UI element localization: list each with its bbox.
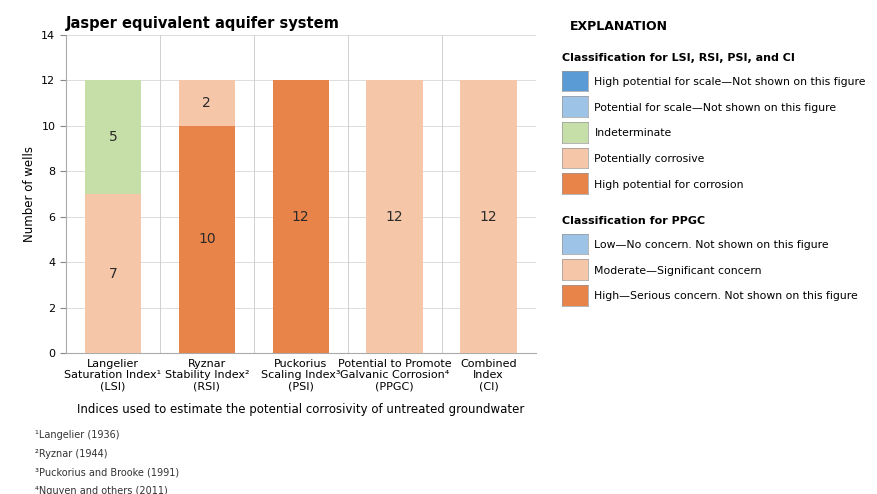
Text: 12: 12	[385, 209, 403, 224]
Text: Classification for LSI, RSI, PSI, and CI: Classification for LSI, RSI, PSI, and CI	[561, 53, 794, 63]
Text: Jasper equivalent aquifer system: Jasper equivalent aquifer system	[66, 16, 339, 31]
Text: 5: 5	[109, 130, 117, 144]
X-axis label: Indices used to estimate the potential corrosivity of untreated groundwater: Indices used to estimate the potential c…	[77, 403, 524, 416]
Text: Potential for scale—Not shown on this figure: Potential for scale—Not shown on this fi…	[594, 103, 836, 113]
Text: Classification for PPGC: Classification for PPGC	[561, 216, 704, 226]
Text: 2: 2	[203, 96, 210, 110]
Bar	[84, 194, 141, 353]
Text: Potentially corrosive: Potentially corrosive	[594, 154, 704, 164]
Text: 12: 12	[291, 209, 310, 224]
Text: 12: 12	[479, 209, 497, 224]
Bar	[460, 80, 517, 353]
Bar	[178, 125, 235, 353]
Text: Moderate—Significant concern: Moderate—Significant concern	[594, 266, 761, 276]
Text: 10: 10	[197, 232, 216, 247]
Text: Indeterminate: Indeterminate	[594, 128, 671, 138]
Y-axis label: Number of wells: Number of wells	[23, 146, 36, 242]
Text: Low—No concern. Not shown on this figure: Low—No concern. Not shown on this figure	[594, 240, 828, 250]
Bar	[84, 80, 141, 194]
Text: 7: 7	[109, 267, 117, 281]
Text: EXPLANATION: EXPLANATION	[569, 20, 667, 33]
Bar	[178, 80, 235, 125]
Text: ⁴Nguyen and others (2011): ⁴Nguyen and others (2011)	[35, 486, 168, 494]
Text: ³Puckorius and Brooke (1991): ³Puckorius and Brooke (1991)	[35, 467, 179, 477]
Text: High—Serious concern. Not shown on this figure: High—Serious concern. Not shown on this …	[594, 291, 857, 301]
Text: ²Ryznar (1944): ²Ryznar (1944)	[35, 449, 108, 458]
Bar	[272, 80, 329, 353]
Text: High potential for scale—Not shown on this figure: High potential for scale—Not shown on th…	[594, 77, 865, 87]
Text: ¹Langelier (1936): ¹Langelier (1936)	[35, 430, 119, 440]
Text: High potential for corrosion: High potential for corrosion	[594, 180, 743, 190]
Bar	[366, 80, 423, 353]
